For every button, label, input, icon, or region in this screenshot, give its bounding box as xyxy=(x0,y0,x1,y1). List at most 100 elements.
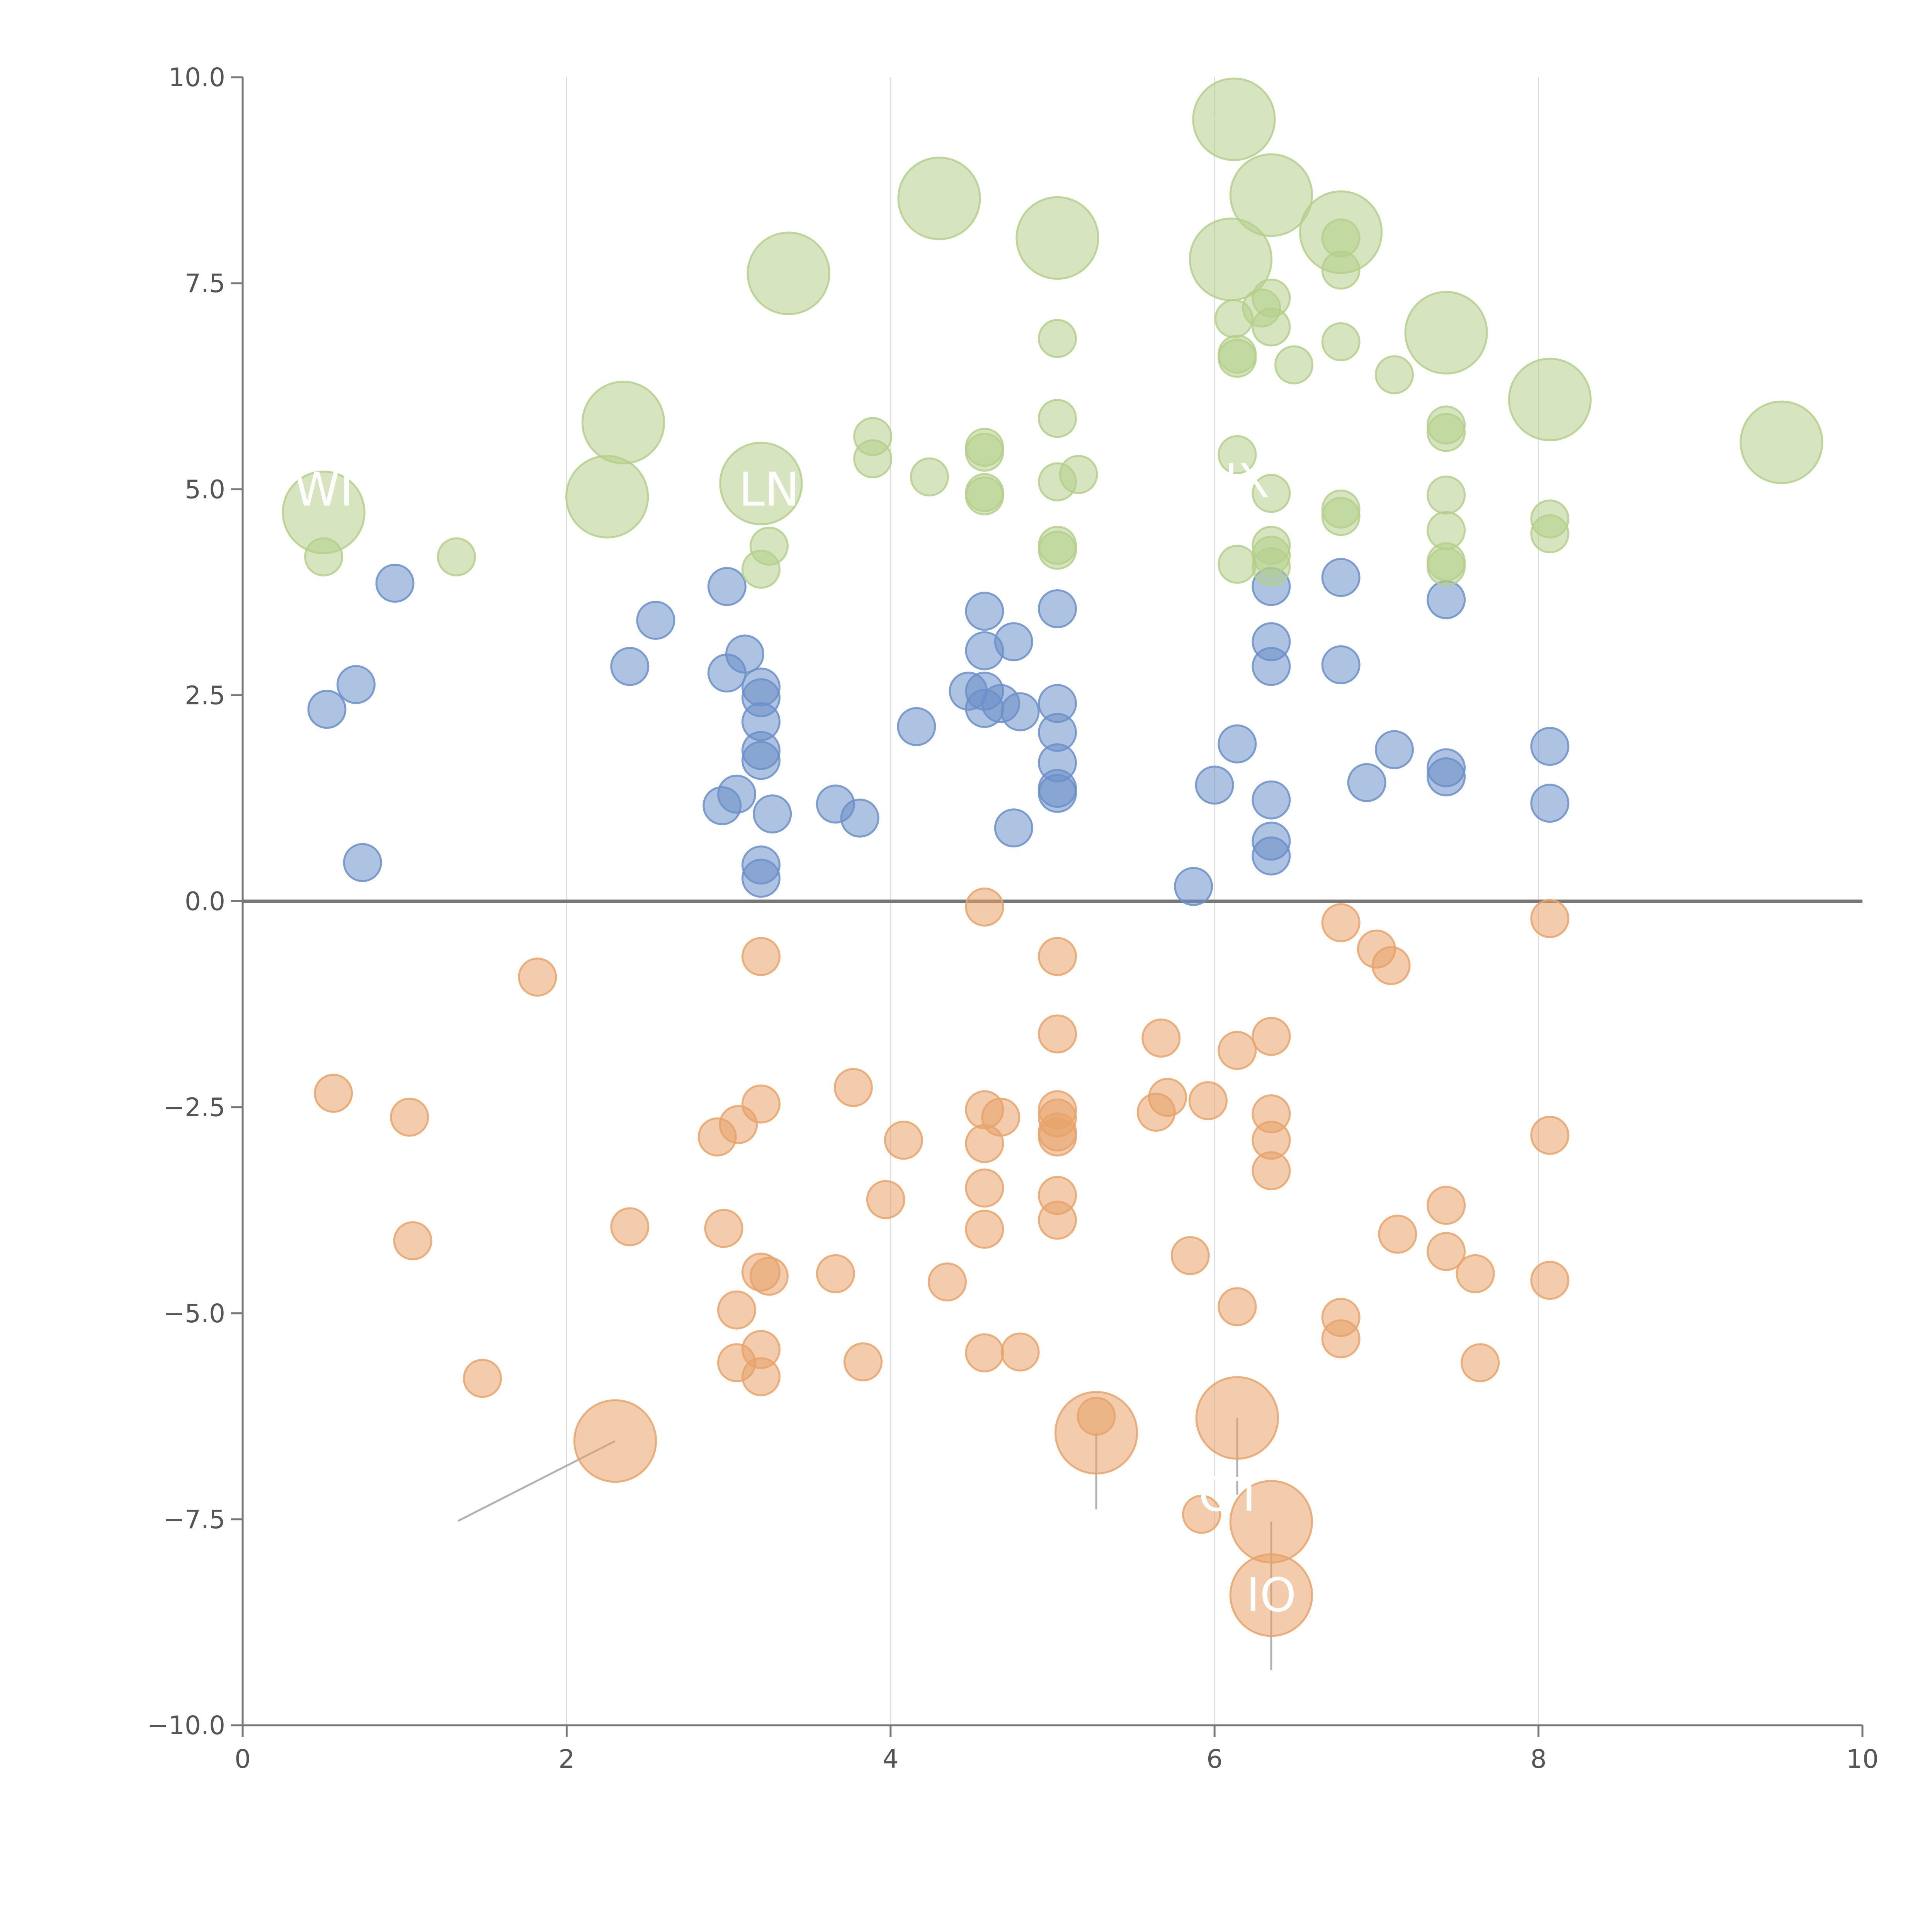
data-point-orange xyxy=(816,1254,855,1293)
data-point-blue xyxy=(1252,780,1291,820)
data-point-green xyxy=(437,537,476,577)
data-point-green xyxy=(747,231,830,315)
data-point-blue xyxy=(741,741,781,780)
data-point-green xyxy=(1321,322,1361,362)
data-point-green xyxy=(1427,475,1466,515)
data-point-blue xyxy=(1347,763,1386,802)
data-point-orange xyxy=(704,1209,743,1248)
data-point-blue xyxy=(702,786,742,825)
data-point-blue xyxy=(636,600,675,640)
data-point-orange xyxy=(844,1342,883,1382)
point-label: OT xyxy=(1198,1468,1263,1522)
data-point-blue xyxy=(1252,647,1291,686)
data-point-orange xyxy=(1188,1081,1228,1121)
point-label: WI xyxy=(294,463,354,517)
data-point-blue xyxy=(1000,692,1040,731)
data-point-blue xyxy=(994,622,1033,662)
axes: −10.0 −7.5 −5.0 −2.5 0.0 2.5 5.0 7.5 10.0 0 2 4 6 8 10 xyxy=(147,63,1879,1774)
data-point-orange xyxy=(749,1257,789,1296)
data-point-orange xyxy=(1461,1343,1500,1383)
y-tick-label: −7.5 xyxy=(163,1505,225,1534)
x-tick-label: 0 xyxy=(235,1744,251,1774)
data-point-green xyxy=(1375,355,1414,395)
data-point-green xyxy=(1427,547,1466,587)
data-point-orange xyxy=(928,1262,967,1302)
data-point-blue xyxy=(965,592,1004,631)
data-point-orange xyxy=(610,1207,650,1247)
data-point-orange xyxy=(463,1359,502,1398)
y-tick-label: −2.5 xyxy=(163,1093,225,1122)
data-point-green xyxy=(719,442,803,526)
data-point-orange xyxy=(717,1290,757,1330)
x-tick-label: 2 xyxy=(558,1744,575,1774)
x-tick-label: 10 xyxy=(1846,1744,1879,1774)
data-point-blue xyxy=(307,690,347,729)
data-point-green xyxy=(1059,455,1098,494)
data-point-green xyxy=(1015,196,1099,280)
data-point-orange xyxy=(965,1209,1004,1249)
data-point-orange xyxy=(1182,1495,1221,1534)
data-point-green xyxy=(1427,413,1466,452)
data-point-green xyxy=(1218,544,1257,584)
data-point-green xyxy=(1038,531,1077,570)
y-tick-label: −10.0 xyxy=(147,1711,225,1740)
point-label: LN xyxy=(739,463,799,517)
data-point-green xyxy=(304,537,344,577)
data-point-orange xyxy=(741,1357,781,1396)
data-point-orange xyxy=(518,957,557,997)
y-tick-label: −5.0 xyxy=(163,1299,225,1328)
data-point-orange xyxy=(1170,1236,1210,1275)
data-point-orange xyxy=(390,1097,429,1137)
data-point-blue xyxy=(1530,727,1570,766)
data-point-green xyxy=(1038,399,1077,438)
data-point-blue xyxy=(1252,836,1291,876)
data-point-green xyxy=(897,156,981,240)
data-point-orange xyxy=(1000,1332,1040,1372)
data-point-orange xyxy=(393,1221,432,1260)
data-point-orange xyxy=(1218,1287,1257,1327)
data-point-blue xyxy=(897,707,936,746)
data-point-orange xyxy=(965,1168,1004,1208)
data-point-blue xyxy=(1195,765,1234,805)
data-point-orange xyxy=(833,1068,873,1107)
data-point-green xyxy=(1252,474,1291,513)
x-tick-label: 4 xyxy=(883,1744,899,1774)
data-point-green xyxy=(1252,547,1291,587)
point-label: IO xyxy=(1246,1569,1296,1622)
data-point-blue xyxy=(1321,645,1361,684)
data-point-blue xyxy=(707,567,747,606)
data-point-green xyxy=(1192,77,1276,161)
y-tick-label: 10.0 xyxy=(168,63,225,92)
y-tick-label: 2.5 xyxy=(185,680,225,710)
data-point-orange xyxy=(1195,1376,1279,1460)
data-point-blue xyxy=(840,798,879,838)
data-point-green xyxy=(1229,153,1313,237)
point-label: IX xyxy=(1224,455,1270,509)
data-point-green xyxy=(1252,307,1291,347)
data-point-green xyxy=(565,455,649,539)
data-points xyxy=(282,77,1823,1637)
data-point-orange xyxy=(741,937,781,976)
data-point-blue xyxy=(375,563,415,603)
data-point-orange xyxy=(1038,1014,1077,1054)
data-point-blue xyxy=(741,859,781,898)
data-point-orange xyxy=(1252,1017,1291,1056)
data-point-green xyxy=(1038,319,1077,358)
data-point-blue xyxy=(707,653,747,693)
x-tick-label: 6 xyxy=(1206,1744,1223,1774)
data-point-orange xyxy=(1456,1254,1495,1293)
data-point-orange xyxy=(1077,1396,1116,1436)
data-point-blue xyxy=(1530,784,1570,823)
data-point-green xyxy=(1530,514,1570,553)
data-point-orange xyxy=(965,1333,1004,1372)
data-point-blue xyxy=(753,794,792,833)
data-point-orange xyxy=(965,1124,1004,1163)
data-point-orange xyxy=(573,1399,657,1483)
data-point-blue xyxy=(343,843,382,882)
data-point-green xyxy=(965,476,1004,515)
point-labels: WI LN IX OT IO xyxy=(294,455,1296,1622)
data-point-blue xyxy=(1375,730,1414,769)
data-point-green xyxy=(910,457,949,497)
data-point-green xyxy=(1404,291,1488,375)
